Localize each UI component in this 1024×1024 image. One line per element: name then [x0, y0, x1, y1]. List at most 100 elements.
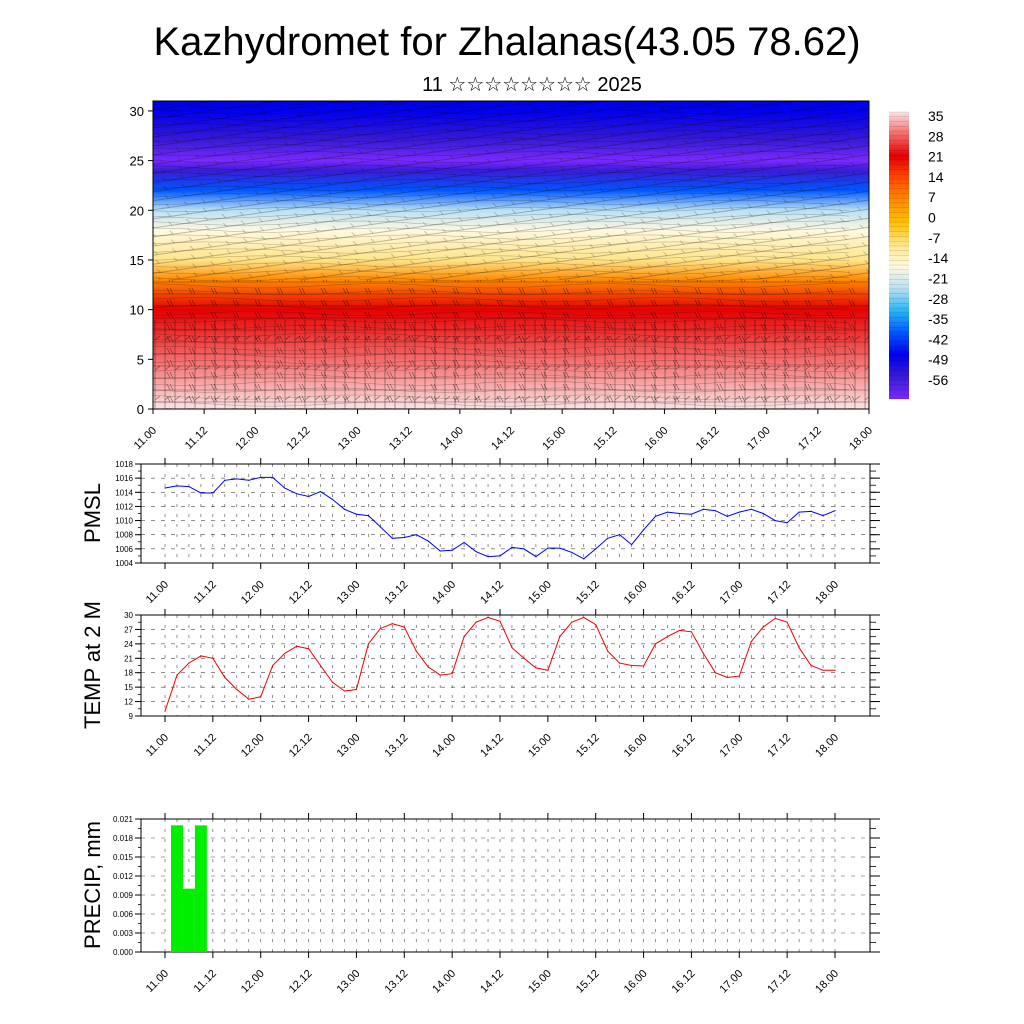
x-tick-label: 13.12: [382, 579, 410, 607]
x-tick-label: 15.00: [526, 579, 554, 607]
wind-barbs-upper: [153, 101, 869, 280]
data-point: [595, 548, 597, 550]
isotherm-line: [152, 262, 850, 268]
x-tick-label: 18.00: [813, 968, 841, 996]
data-point: [475, 621, 477, 623]
colorbar-label: -28: [928, 291, 948, 307]
colorbar-label: 0: [928, 210, 936, 226]
isotherm-line: [152, 234, 850, 240]
wind-barbs-surface: [153, 319, 869, 409]
data-point: [702, 508, 704, 510]
data-point: [284, 487, 286, 489]
data-point: [499, 555, 501, 557]
isotherm-line: [152, 394, 850, 400]
panel-frame: [140, 463, 871, 564]
y-tick-label: 1018: [115, 460, 133, 469]
pmsl-panel: 1018 1016 1014 1012 1010 1008 1006 1004 11.00 11.…: [80, 458, 880, 607]
data-point: [678, 512, 681, 515]
data-point: [822, 669, 824, 671]
isotherm-line: [152, 227, 850, 233]
y-tick-label: 20: [130, 203, 144, 218]
data-point: [487, 616, 489, 619]
y-tick-label: 1012: [115, 502, 133, 511]
x-tick-label: 16.00: [622, 732, 650, 760]
data-point: [248, 479, 250, 481]
data-point: [236, 478, 238, 480]
data-point: [260, 476, 262, 479]
data-point: [595, 624, 597, 626]
data-point: [272, 476, 274, 479]
y-tick-label: 15: [124, 683, 133, 692]
y-tick-label: 0.015: [113, 853, 134, 862]
data-point: [834, 669, 836, 671]
x-tick-label: 16.12: [670, 732, 698, 760]
colorbar-label: -35: [928, 311, 948, 327]
precip-panel: 0.021 0.018 0.015 0.012 0.009 0.006 0.003 0.000…: [80, 813, 880, 996]
data-point: [511, 647, 513, 649]
isotherm-line: [152, 248, 850, 254]
panel-frame: [140, 818, 871, 953]
colorbar-label: -21: [928, 270, 948, 286]
data-point: [272, 664, 274, 667]
colorbar-label: 21: [928, 149, 944, 165]
isotherm-line: [152, 304, 850, 310]
x-tick-label: 14.00: [438, 425, 466, 453]
data-point: [786, 522, 788, 524]
isotherm-line: [152, 158, 850, 163]
data-point: [463, 541, 465, 544]
data-point: [391, 623, 393, 625]
data-point: [403, 536, 405, 539]
x-tick-label: 13.00: [335, 968, 363, 996]
isotherm-line: [152, 359, 850, 365]
data-point: [810, 664, 812, 667]
data-point: [379, 526, 381, 528]
x-tick-label: 16.12: [694, 425, 722, 453]
y-tick-label: 15: [130, 253, 144, 268]
y-tick-label: 0.006: [113, 910, 134, 919]
isotherm-line: [152, 109, 850, 115]
y-tick-label: 1004: [115, 559, 133, 568]
data-point: [176, 485, 178, 487]
data-point: [666, 511, 669, 513]
data-point: [571, 551, 573, 553]
isotherm-line: [152, 151, 850, 157]
x-tick-label: 14.12: [478, 732, 506, 760]
data-point: [331, 681, 334, 683]
x-tick-label: 14.12: [478, 579, 506, 607]
y-tick-label: 25: [130, 154, 144, 169]
data-point: [403, 626, 405, 628]
data-point: [331, 498, 334, 500]
x-tick-label: 17.00: [717, 732, 745, 760]
data-point: [487, 556, 489, 558]
data-point: [642, 529, 645, 531]
y-tick-label: 1016: [115, 474, 133, 483]
x-tick-label: 11.00: [144, 579, 171, 606]
x-tick-label: 12.12: [287, 579, 315, 607]
data-point: [714, 510, 716, 512]
isotherm-line: [152, 179, 850, 184]
data-point: [188, 662, 190, 664]
data-point: [666, 636, 669, 638]
data-point: [690, 631, 693, 633]
data-point: [798, 511, 800, 513]
y-tick-label: 27: [124, 625, 133, 634]
data-point: [236, 688, 238, 691]
isotherm-line: [152, 380, 850, 386]
data-point: [307, 495, 310, 498]
data-point: [451, 549, 453, 551]
data-point: [343, 690, 346, 692]
isotherm-line: [152, 206, 850, 212]
x-tick-label: 17.12: [796, 425, 824, 453]
x-tick-label: 17.00: [717, 968, 745, 996]
colorbar-label: -56: [928, 372, 948, 388]
data-point: [355, 513, 358, 515]
data-point: [284, 652, 286, 655]
data-point: [200, 655, 202, 657]
x-tick-label: 12.00: [239, 579, 267, 607]
data-point: [559, 547, 561, 549]
x-tick-label: 11.12: [192, 968, 219, 995]
data-point: [738, 511, 740, 513]
data-point: [714, 672, 716, 674]
data-point: [415, 534, 417, 536]
data-point: [762, 626, 764, 628]
